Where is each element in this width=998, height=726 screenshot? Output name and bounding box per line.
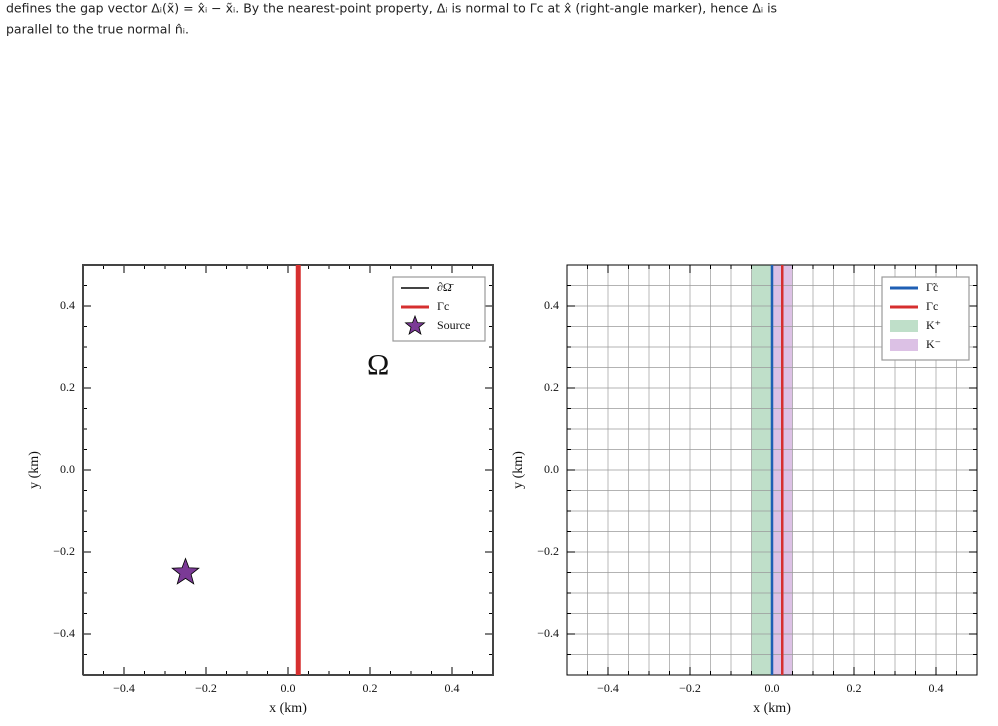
x-tick-label: 0.0 (281, 681, 296, 695)
legend-label: K⁻ (926, 337, 941, 351)
x-axis-label: x (km) (753, 701, 791, 716)
y-axis-label: y (km) (511, 451, 526, 489)
chart: −0.4 −0.2 0.0 0.2 0.4 −0.4 −0.2 0.0 0.2 0.4 x (km)… (27, 264, 494, 716)
legend-label: ∂Ω̄ (437, 280, 454, 294)
chart: −0.4 −0.2 0.0 0.2 0.4 −0.4 −0.2 0.0 0.2 0.4 x (km)… (511, 264, 978, 716)
x-tick-label: 0.2 (363, 681, 378, 695)
x-tick-label: 0.4 (929, 681, 944, 695)
y-tick-label: 0.0 (544, 462, 559, 476)
x-tick-label: 0.0 (765, 681, 780, 695)
y-axis-label: y (km) (27, 451, 42, 489)
legend-swatch (890, 339, 918, 351)
x-axis-label: x (km) (269, 701, 307, 716)
x-tick-label: 0.4 (445, 681, 460, 695)
x-tick-label: 0.2 (847, 681, 862, 695)
x-tick-label: −0.4 (113, 681, 135, 695)
legend-label: K⁺ (926, 318, 941, 332)
y-tick-label: 0.4 (60, 298, 75, 312)
series-line (82, 264, 494, 676)
y-tick-label: −0.2 (537, 544, 559, 558)
legend-swatch (890, 320, 918, 332)
y-tick-label: 0.2 (544, 380, 559, 394)
legend-label: Γc (926, 299, 938, 313)
y-tick-label: 0.2 (60, 380, 75, 394)
x-tick-label: −0.2 (679, 681, 701, 695)
legend-label: Γ̃c (926, 280, 938, 294)
y-tick-label: −0.4 (537, 626, 559, 640)
annotation: Ω (367, 348, 389, 381)
x-tick-label: −0.4 (597, 681, 619, 695)
legend-label: Γc (437, 299, 449, 313)
caption-line: defines the gap vector Δᵢ(x̃) = x̂ᵢ − x̃… (6, 1, 777, 16)
scatter-point (171, 557, 200, 585)
legend-label: Source (437, 318, 470, 332)
legend: ∂Ω̄ Γc Source (392, 276, 486, 342)
y-tick-label: 0.0 (60, 462, 75, 476)
y-tick-label: 0.4 (544, 298, 559, 312)
y-tick-label: −0.2 (53, 544, 75, 558)
y-tick-label: −0.4 (53, 626, 75, 640)
caption-line: parallel to the true normal n̂ᵢ. (6, 22, 189, 37)
legend-swatch (404, 314, 426, 336)
x-tick-label: −0.2 (195, 681, 217, 695)
legend: Γ̃c Γc K⁺ K⁻ (881, 276, 970, 361)
